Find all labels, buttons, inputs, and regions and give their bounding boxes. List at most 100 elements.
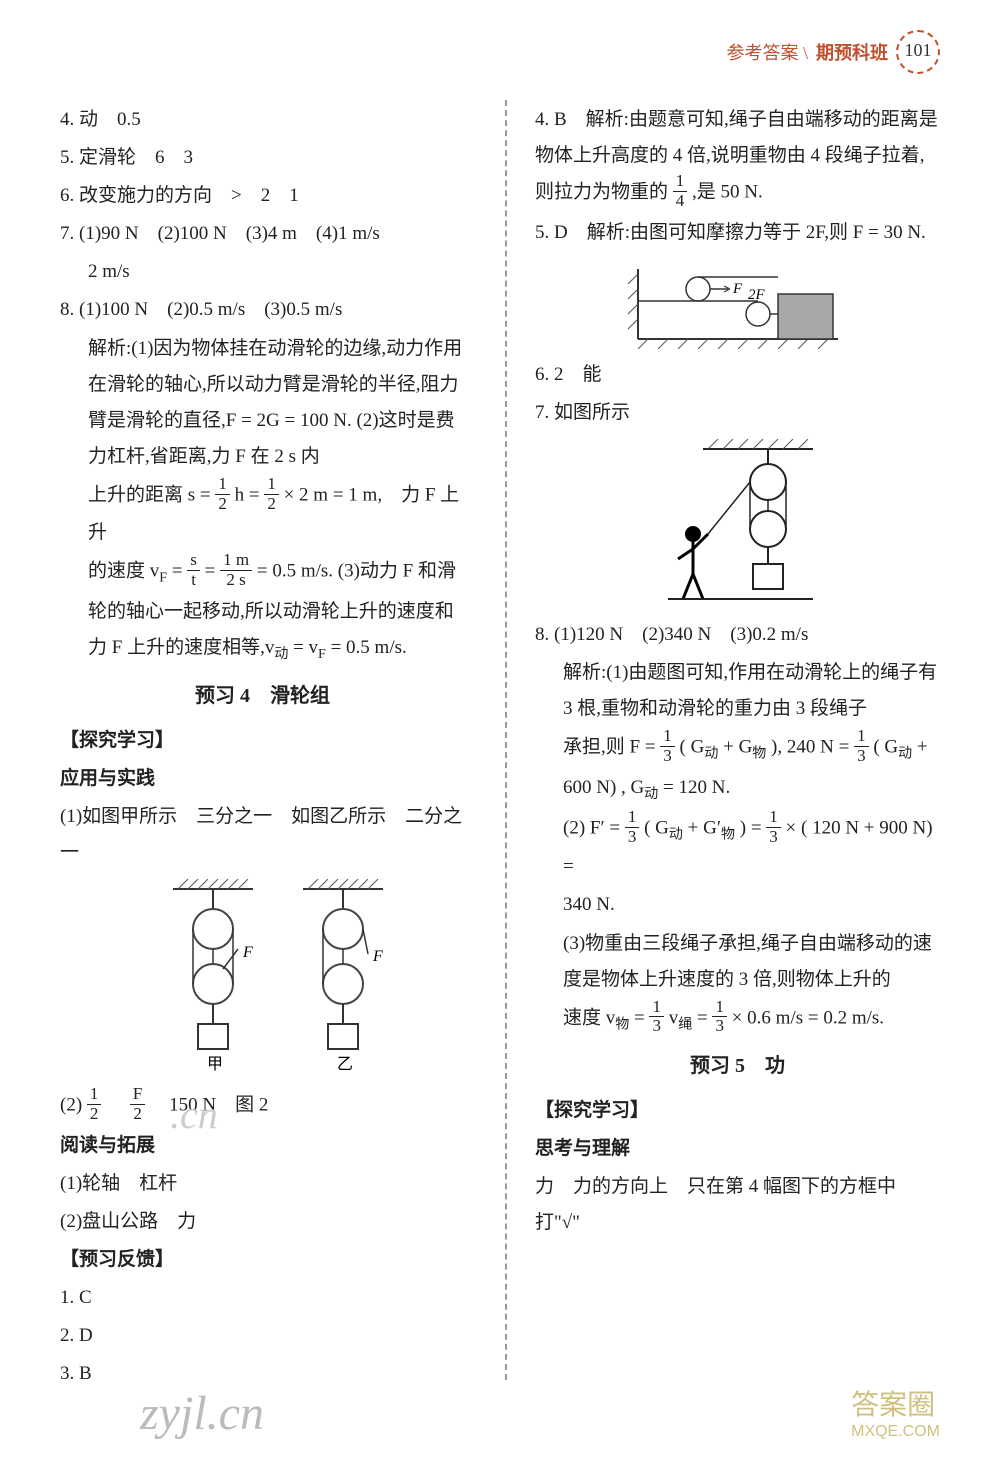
text: = v	[293, 637, 318, 658]
text: ,是 50 N.	[692, 182, 763, 203]
num: 1 m	[220, 551, 252, 571]
right-q5: 5. D 解析:由图可知摩擦力等于 2F,则 F = 30 N.	[535, 215, 940, 251]
den: 3	[766, 828, 781, 847]
fraction: 13	[625, 808, 640, 846]
text: ( G	[873, 737, 898, 758]
text: (2) F′ =	[563, 818, 625, 839]
right-q7: 7. 如图所示	[535, 395, 940, 431]
den: 2	[264, 495, 279, 514]
fraction: 12	[87, 1085, 102, 1123]
sub: F	[159, 571, 167, 586]
text: +	[917, 737, 928, 758]
page-number: 101	[896, 30, 940, 74]
num: 1	[264, 475, 279, 495]
num: s	[187, 551, 200, 571]
tanjiu-label: 【探究学习】	[60, 723, 465, 759]
text: (2)	[60, 1095, 82, 1116]
svg-text:F: F	[732, 281, 743, 297]
fraction: 12	[215, 475, 230, 513]
text: = 120 N.	[663, 777, 730, 798]
den: 2	[130, 1105, 145, 1124]
section-title-5: 预习 5 功	[535, 1047, 940, 1085]
num: 1	[215, 475, 230, 495]
fraction: 1 m2 s	[220, 551, 252, 589]
left-yy1: (1)如图甲所示 三分之一 如图乙所示 二分之一	[60, 799, 465, 871]
sub: 动	[898, 746, 912, 761]
person-pulley-diagram	[653, 439, 823, 609]
den: 2	[87, 1105, 102, 1124]
num: 1	[87, 1085, 102, 1105]
num: F	[130, 1085, 145, 1105]
num: 1	[673, 172, 688, 192]
left-yd1: (1)轮轴 杠杆	[60, 1166, 465, 1202]
text: × 0.6 m/s = 0.2 m/s.	[732, 1007, 884, 1028]
fraction: 13	[854, 727, 869, 765]
right-q8b: 解析:(1)由题图可知,作用在动滑轮上的绳子有 3 根,重物和动滑轮的重力由 3…	[535, 655, 940, 727]
fraction: F2	[130, 1085, 145, 1123]
yingyong-label: 应用与实践	[60, 761, 465, 797]
text: + G′	[688, 818, 721, 839]
right-q6: 6. 2 能	[535, 357, 940, 393]
left-q8c: 上升的距离 s = 12 h = 12 × 2 m = 1 m, 力 F 上升	[60, 477, 465, 551]
text: =	[172, 561, 187, 582]
text: h =	[235, 484, 265, 505]
den: 4	[673, 192, 688, 211]
watermark-right: 答案圈 MXQE.COM	[851, 1383, 940, 1441]
sub: 物	[752, 746, 766, 761]
right-q8d: 600 N) , G动 = 120 N.	[535, 770, 940, 808]
yuxi-label: 【预习反馈】	[60, 1242, 465, 1278]
den: 2 s	[220, 571, 252, 590]
text: ), 240 N =	[771, 737, 854, 758]
den: 2	[215, 495, 230, 514]
text: + G	[723, 737, 752, 758]
header-section: 参考答案 \	[726, 39, 808, 65]
wm-r2: MXQE.COM	[851, 1423, 940, 1441]
fraction: st	[187, 551, 200, 589]
content-columns: 4. 动 0.5 5. 定滑轮 6 3 6. 改变施力的方向 > 2 1 7. …	[60, 100, 940, 1394]
text: = 0.5 m/s. (3)动力 F 和滑	[257, 561, 456, 582]
left-q8e: 轮的轴心一起移动,所以动滑轮上升的速度和力 F 上升的速度相等,v动 = vF …	[60, 594, 465, 668]
text: 的速度 v	[88, 561, 159, 582]
fraction: 12	[264, 475, 279, 513]
den: 3	[660, 747, 675, 766]
fraction: 13	[766, 808, 781, 846]
pulley-diagram-jia-yi: F 甲 F	[113, 879, 413, 1079]
left-yd2: (2)盘山公路 力	[60, 1204, 465, 1240]
left-q8d: 的速度 vF = st = 1 m2 s = 0.5 m/s. (3)动力 F …	[60, 553, 465, 592]
right-sikao: 思考与理解	[535, 1131, 940, 1167]
num: 1	[625, 808, 640, 828]
fraction: 13	[660, 727, 675, 765]
left-q5: 5. 定滑轮 6 3	[60, 140, 465, 176]
left-a2: 2. D	[60, 1318, 465, 1354]
text: =	[697, 1007, 712, 1028]
text: =	[205, 561, 220, 582]
text: ( G	[644, 818, 669, 839]
left-a1: 1. C	[60, 1280, 465, 1316]
watermark-mid: .cn	[170, 1077, 218, 1153]
wm-r1: 答案圈	[851, 1383, 940, 1423]
right-q8c: 承担,则 F = 13 ( G动 + G物 ), 240 N = 13 ( G动…	[535, 729, 940, 768]
text: 速度 v	[563, 1007, 615, 1028]
text: = 0.5 m/s.	[331, 637, 407, 658]
right-q8f: 340 N.	[535, 887, 940, 923]
header-brand: 期预科班	[816, 39, 888, 65]
text: =	[634, 1007, 649, 1028]
left-column: 4. 动 0.5 5. 定滑轮 6 3 6. 改变施力的方向 > 2 1 7. …	[60, 100, 465, 1394]
sub: 动	[274, 647, 288, 662]
right-sk1: 力 力的方向上 只在第 4 幅图下的方框中打"√"	[535, 1169, 940, 1241]
sub: F	[318, 647, 326, 662]
den: 3	[649, 1017, 664, 1036]
fraction: 14	[673, 172, 688, 210]
left-q6: 6. 改变施力的方向 > 2 1	[60, 178, 465, 214]
svg-text:甲: 甲	[207, 1056, 223, 1073]
text: ) =	[740, 818, 767, 839]
right-q8g: (3)物重由三段绳子承担,绳子自由端移动的速度是物体上升速度的 3 倍,则物体上…	[535, 926, 940, 998]
den: t	[187, 571, 200, 590]
svg-text:乙: 乙	[337, 1056, 353, 1073]
section-title-4: 预习 4 滑轮组	[60, 677, 465, 715]
right-q4: 4. B 解析:由题意可知,绳子自由端移动的距离是物体上升高度的 4 倍,说明重…	[535, 102, 940, 213]
sub: 绳	[678, 1017, 692, 1032]
text: ( G	[680, 737, 705, 758]
num: 1	[660, 727, 675, 747]
left-q8a: 8. (1)100 N (2)0.5 m/s (3)0.5 m/s	[60, 292, 465, 328]
